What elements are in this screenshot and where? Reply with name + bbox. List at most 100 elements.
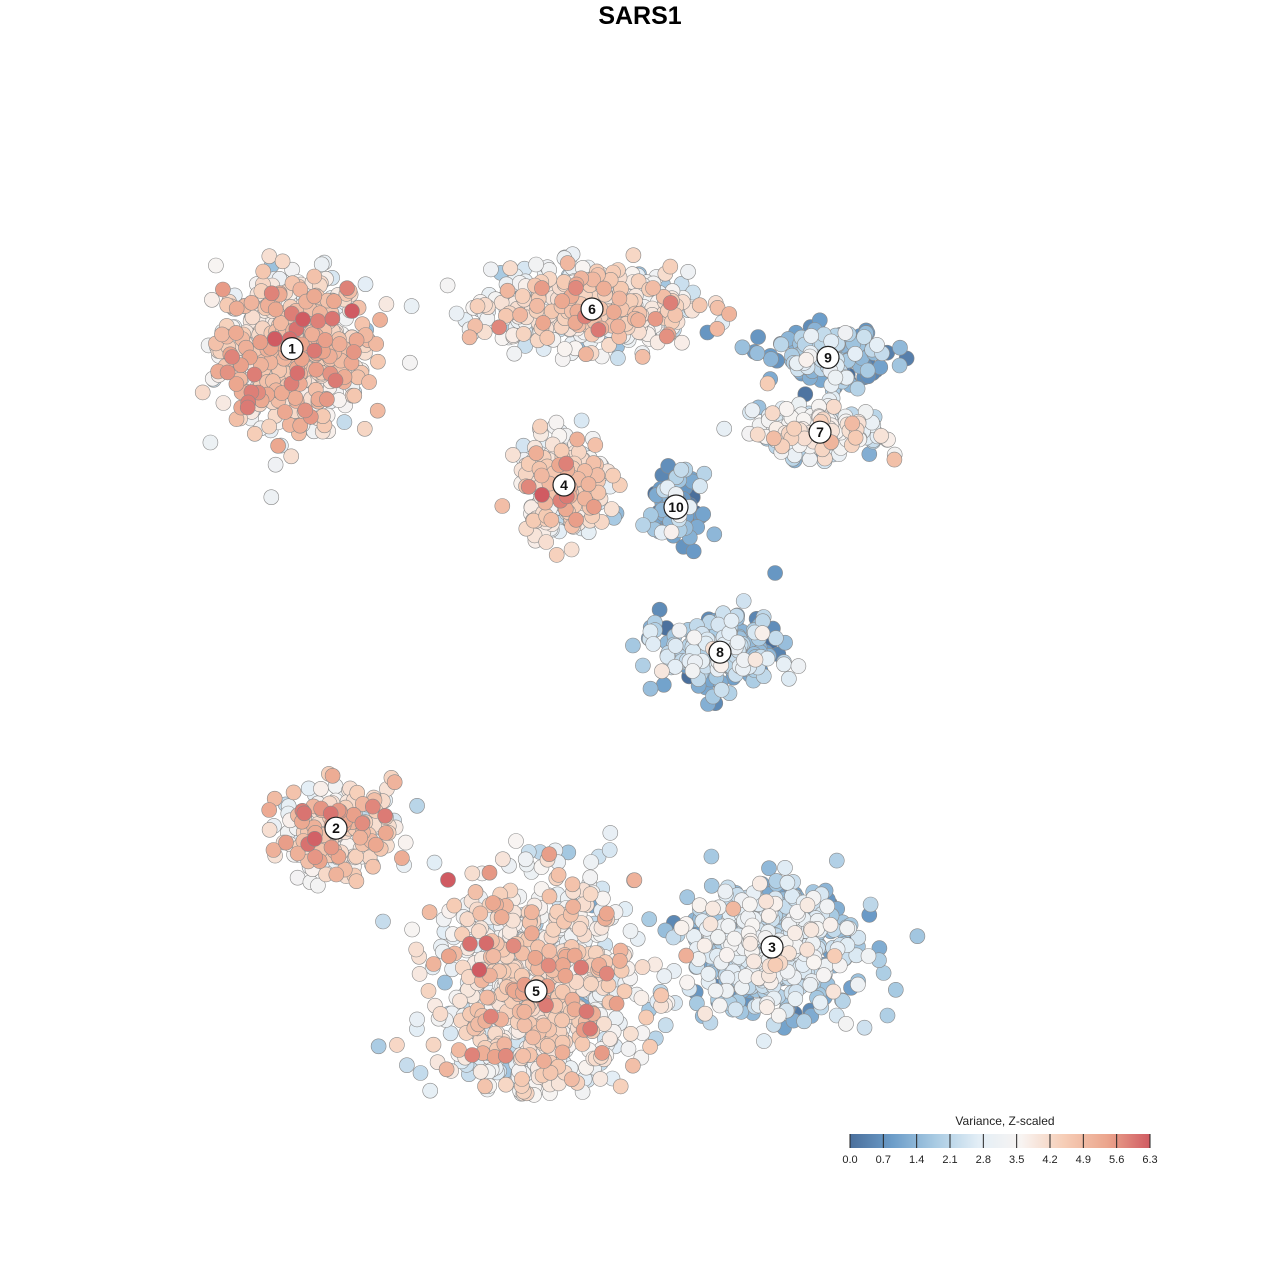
svg-text:3: 3 (768, 939, 776, 955)
data-point (357, 276, 374, 293)
plot-title: SARS1 (598, 2, 682, 30)
data-point (375, 913, 391, 930)
data-point (446, 897, 463, 914)
data-point (505, 937, 522, 954)
data-point (873, 427, 889, 444)
data-point (310, 877, 326, 894)
data-point (307, 849, 323, 865)
data-point (535, 315, 552, 331)
data-point (512, 307, 529, 323)
data-point (756, 1033, 772, 1049)
data-point (494, 851, 511, 868)
data-point (535, 1017, 552, 1034)
data-point (228, 325, 244, 341)
data-point (635, 657, 651, 674)
colorbar: 0.0 0.7 1.4 2.1 2.8 3.5 4.2 4.9 5.6 6.3 (842, 1134, 1158, 1166)
cluster-label-3: 3 (760, 935, 784, 959)
data-point (252, 334, 269, 351)
data-point (799, 897, 816, 913)
data-point (686, 629, 703, 646)
data-point (306, 830, 323, 847)
data-point (346, 344, 362, 360)
data-point (494, 498, 511, 514)
data-point (467, 884, 484, 900)
data-point (214, 326, 230, 343)
data-point (612, 952, 628, 969)
data-point (642, 680, 659, 697)
data-point (721, 306, 738, 322)
data-point (625, 247, 642, 263)
data-point (368, 836, 384, 853)
data-point (706, 526, 723, 543)
data-point (610, 318, 626, 335)
data-point (692, 478, 708, 495)
data-point (224, 349, 240, 365)
data-point (909, 928, 926, 945)
data-point (247, 425, 263, 442)
data-point (709, 320, 726, 337)
data-point (202, 434, 219, 451)
data-point (847, 429, 864, 446)
data-point (525, 1029, 541, 1046)
data-point (862, 896, 879, 913)
data-point (760, 908, 777, 924)
data-point (657, 1017, 674, 1033)
data-point (239, 399, 256, 416)
data-point (726, 930, 743, 947)
data-point (364, 798, 381, 815)
data-point (819, 898, 836, 915)
data-point (750, 329, 766, 345)
cluster-label-1: 1 (280, 337, 304, 361)
data-point (263, 489, 280, 506)
data-point (548, 547, 565, 563)
data-point (564, 876, 581, 893)
data-point (879, 1007, 896, 1024)
data-point (472, 905, 489, 922)
data-point (523, 904, 540, 921)
data-point (517, 851, 534, 868)
data-point (645, 280, 661, 296)
data-point (707, 982, 724, 999)
data-point (437, 974, 453, 991)
data-point (847, 345, 864, 362)
data-point (356, 420, 373, 437)
data-point (516, 1003, 533, 1020)
data-point (370, 353, 386, 370)
cluster-label-6: 6 (580, 297, 604, 321)
data-point (554, 293, 570, 309)
data-point (825, 983, 842, 1000)
data-point (261, 821, 278, 838)
data-point (523, 925, 540, 942)
data-point (679, 974, 696, 991)
data-point (403, 298, 420, 314)
data-point (528, 256, 544, 273)
data-point (573, 412, 590, 429)
data-point (759, 999, 775, 1016)
data-point (837, 325, 854, 341)
data-point (352, 829, 369, 846)
data-point (723, 612, 740, 629)
data-point (713, 682, 730, 698)
data-point (267, 456, 284, 473)
data-point (255, 263, 272, 280)
data-point (514, 1071, 530, 1087)
data-point (869, 337, 885, 353)
data-point (448, 305, 465, 322)
data-point (850, 976, 866, 993)
data-point (502, 260, 519, 277)
data-point (573, 959, 590, 976)
data-point (324, 310, 341, 327)
data-point (587, 437, 604, 453)
data-point (505, 447, 521, 463)
data-point (538, 534, 555, 550)
data-point (580, 476, 597, 493)
colorbar-gradient (850, 1134, 1150, 1148)
colorbar-tick-label: 1.4 (909, 1154, 924, 1166)
data-point (563, 541, 580, 558)
data-point (796, 1013, 812, 1030)
data-point (567, 280, 584, 296)
data-point (634, 348, 651, 365)
data-point (601, 1031, 618, 1047)
data-point (324, 767, 341, 784)
data-point (477, 1078, 493, 1095)
